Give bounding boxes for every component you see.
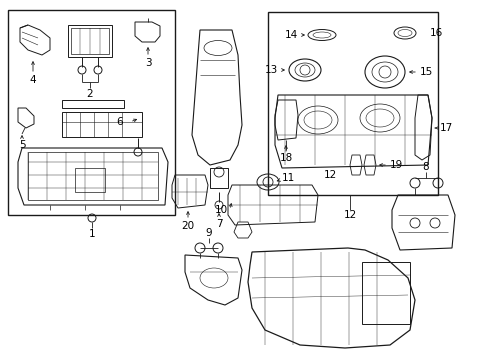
Text: 11: 11 — [282, 173, 295, 183]
Text: 20: 20 — [181, 221, 195, 231]
Bar — [362, 262, 410, 324]
Text: 4: 4 — [30, 75, 36, 85]
Text: 15: 15 — [420, 67, 433, 77]
Text: 6: 6 — [117, 117, 123, 127]
Text: 13: 13 — [265, 65, 278, 75]
Bar — [71, 28, 109, 54]
Bar — [75, 168, 105, 192]
Text: 1: 1 — [89, 229, 96, 239]
Bar — [210, 168, 228, 188]
Text: 10: 10 — [215, 205, 228, 215]
Bar — [62, 112, 142, 137]
Text: 19: 19 — [390, 160, 403, 170]
Bar — [68, 25, 112, 57]
Text: 12: 12 — [323, 170, 337, 180]
Text: 9: 9 — [206, 228, 212, 238]
Text: 3: 3 — [145, 58, 151, 68]
Bar — [28, 152, 158, 200]
Text: 2: 2 — [87, 89, 93, 99]
Bar — [62, 100, 124, 108]
Text: 7: 7 — [216, 219, 222, 229]
Text: 8: 8 — [423, 162, 429, 172]
Bar — [268, 12, 438, 195]
Bar — [8, 10, 175, 215]
Text: 18: 18 — [279, 153, 293, 163]
Text: 14: 14 — [285, 30, 298, 40]
Text: 16: 16 — [430, 28, 443, 38]
Text: 12: 12 — [343, 210, 357, 220]
Text: 17: 17 — [440, 123, 453, 133]
Text: 5: 5 — [19, 140, 25, 150]
